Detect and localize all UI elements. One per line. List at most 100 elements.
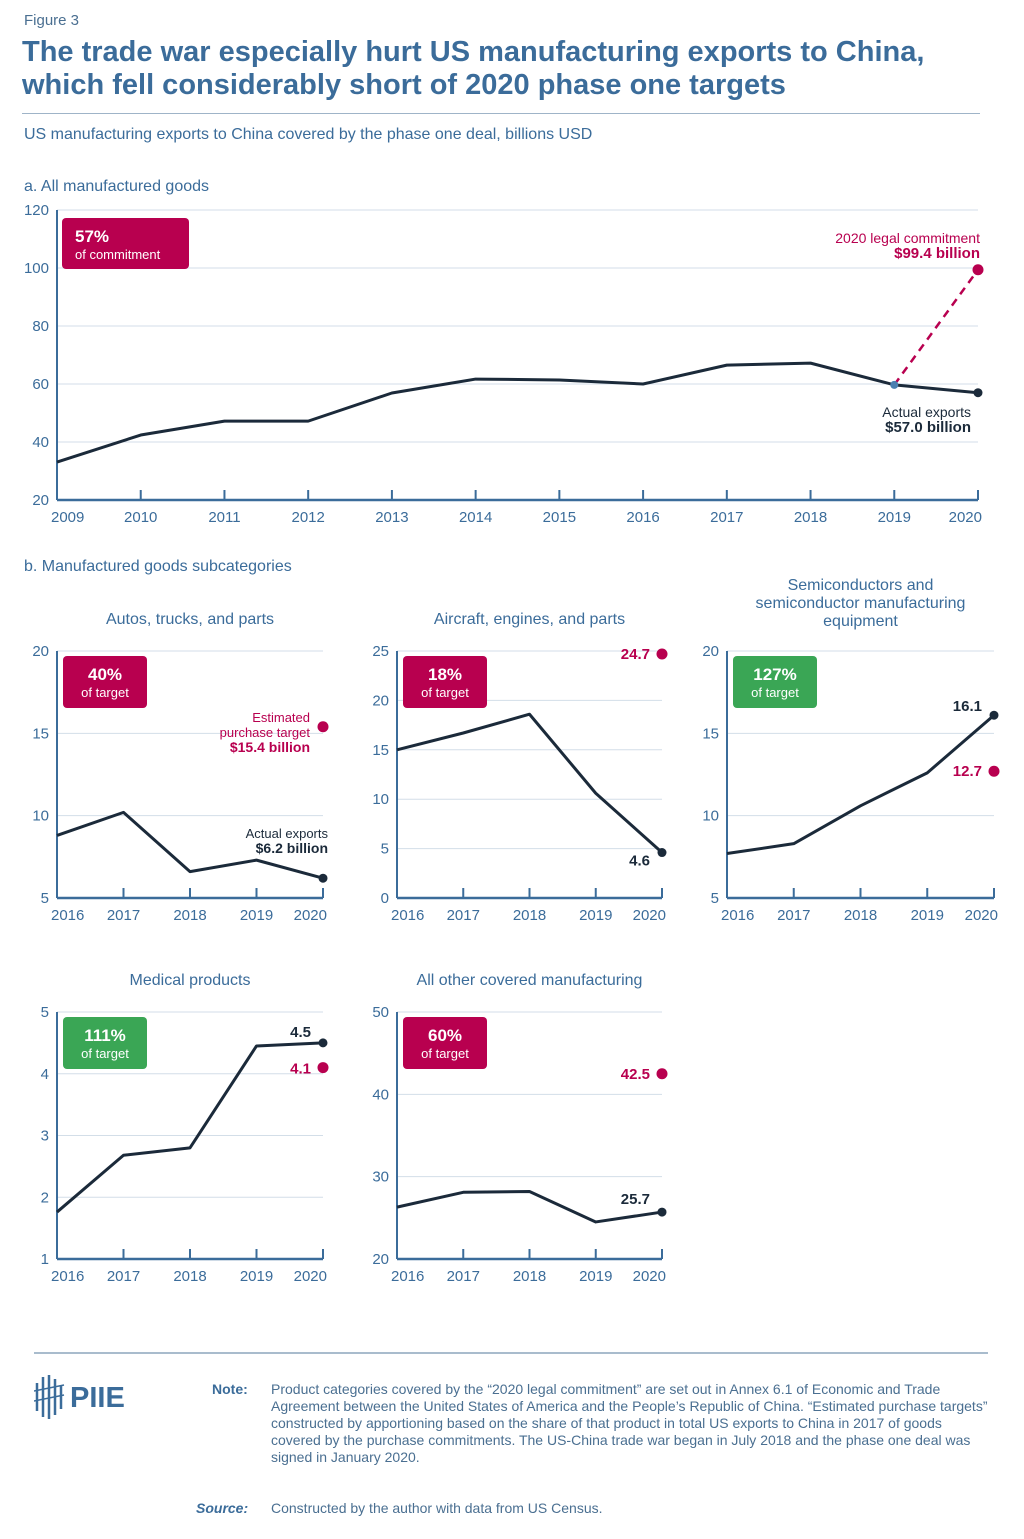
x-tick-label: 2020 xyxy=(294,907,327,924)
target-value: $99.4 billion xyxy=(894,245,980,262)
figure-subtitle: US manufacturing exports to China covere… xyxy=(24,126,593,143)
figure-label: Figure 3 xyxy=(24,12,80,29)
x-tick-label: 2018 xyxy=(513,907,546,924)
x-tick-label: 2018 xyxy=(513,1268,546,1285)
chart-title: Autos, trucks, and parts xyxy=(106,611,274,628)
badge xyxy=(63,1017,147,1069)
y-tick-label: 20 xyxy=(372,1251,389,1268)
y-tick-label: 50 xyxy=(372,1004,389,1021)
y-tick-label: 30 xyxy=(372,1169,389,1186)
start-point xyxy=(890,380,899,389)
source-text: Constructed by the author with data from… xyxy=(271,1500,603,1516)
x-tick-label: 2020 xyxy=(965,907,998,924)
target-point xyxy=(317,721,329,733)
y-tick-label: 5 xyxy=(711,890,719,907)
y-tick-label: 3 xyxy=(41,1128,49,1145)
x-tick-label: 2019 xyxy=(240,1268,273,1285)
actual-value: $57.0 billion xyxy=(885,419,971,436)
x-tick-label: 2010 xyxy=(124,509,157,526)
x-tick-label: 2018 xyxy=(794,509,827,526)
x-tick-label: 2017 xyxy=(107,1268,140,1285)
badge-label: of target xyxy=(421,1046,469,1061)
x-tick-label: 2020 xyxy=(633,1268,666,1285)
x-tick-label: 2019 xyxy=(240,907,273,924)
target-point xyxy=(972,264,984,276)
x-tick-label: 2013 xyxy=(375,509,408,526)
x-tick-label: 2019 xyxy=(911,907,944,924)
chart-title: Semiconductors and xyxy=(788,577,934,594)
target-label: purchase target xyxy=(220,725,311,740)
y-tick-label: 80 xyxy=(32,318,49,335)
figure-title: The trade war especially hurt US manufac… xyxy=(22,36,925,101)
x-tick-label: 2017 xyxy=(107,907,140,924)
x-tick-label: 2011 xyxy=(208,509,240,526)
actual-endpoint xyxy=(973,388,983,398)
y-tick-label: 40 xyxy=(372,1086,389,1103)
x-tick-label: 2020 xyxy=(633,907,666,924)
actual-exports-line xyxy=(56,361,979,464)
actual-value: $6.2 billion xyxy=(256,840,328,856)
badge xyxy=(63,656,147,708)
actual-value: 4.6 xyxy=(629,853,650,870)
y-tick-label: 20 xyxy=(32,492,49,509)
badge-value: 57% xyxy=(75,227,109,246)
target-value: 42.5 xyxy=(621,1066,650,1083)
actual-exports-line xyxy=(726,714,995,856)
actual-endpoint xyxy=(318,1038,328,1048)
note-label: Note: xyxy=(212,1381,248,1397)
badge-label: of target xyxy=(751,685,799,700)
target-point xyxy=(656,648,668,660)
x-tick-label: 2016 xyxy=(721,907,754,924)
actual-value: 25.7 xyxy=(621,1191,650,1208)
x-tick-label: 2016 xyxy=(391,1268,424,1285)
y-tick-label: 20 xyxy=(372,692,389,709)
badge-label: of target xyxy=(81,1046,129,1061)
chart-title: Medical products xyxy=(130,972,251,989)
x-tick-label: 2012 xyxy=(291,509,324,526)
chart-title: semiconductor manufacturing xyxy=(756,595,966,612)
y-tick-label: 15 xyxy=(372,742,389,759)
y-tick-label: 10 xyxy=(32,808,49,825)
x-tick-label: 2020 xyxy=(294,1268,327,1285)
x-tick-label: 2014 xyxy=(459,509,492,526)
y-tick-label: 120 xyxy=(24,202,49,219)
svg-text:PIIE: PIIE xyxy=(70,1382,125,1414)
actual-endpoint xyxy=(989,710,999,720)
actual-endpoint xyxy=(657,1207,667,1217)
actual-exports-line xyxy=(396,712,664,854)
x-tick-label: 2018 xyxy=(173,1268,206,1285)
y-tick-label: 1 xyxy=(41,1251,49,1268)
badge xyxy=(62,218,189,269)
x-tick-label: 2016 xyxy=(626,509,659,526)
target-value: 12.7 xyxy=(953,763,982,780)
badge xyxy=(403,1017,487,1069)
x-tick-label: 2016 xyxy=(51,907,84,924)
badge-value: 111% xyxy=(84,1026,126,1045)
x-tick-label: 2019 xyxy=(878,509,911,526)
actual-value: 4.5 xyxy=(290,1024,311,1041)
target-point xyxy=(988,765,1000,777)
x-tick-label: 2018 xyxy=(844,907,877,924)
y-tick-label: 15 xyxy=(702,725,719,742)
badge xyxy=(733,656,817,708)
y-tick-label: 20 xyxy=(32,643,49,660)
x-tick-label: 2017 xyxy=(447,1268,480,1285)
actual-label: Actual exports xyxy=(246,826,329,841)
x-tick-label: 2017 xyxy=(777,907,810,924)
x-tick-label: 2017 xyxy=(710,509,743,526)
piie-logo: PIIE xyxy=(34,1375,125,1419)
y-tick-label: 0 xyxy=(381,890,389,907)
actual-value: 16.1 xyxy=(953,698,982,715)
section-b-heading: b. Manufactured goods subcategories xyxy=(24,558,292,575)
target-value: $15.4 billion xyxy=(230,739,310,755)
badge-value: 60% xyxy=(428,1026,462,1045)
chart-title: All other covered manufacturing xyxy=(417,972,643,989)
target-label: Estimated xyxy=(252,710,310,725)
y-tick-label: 10 xyxy=(702,808,719,825)
x-tick-label: 2020 xyxy=(949,509,982,526)
x-tick-label: 2018 xyxy=(173,907,206,924)
x-tick-label: 2019 xyxy=(579,1268,612,1285)
x-tick-label: 2016 xyxy=(51,1268,84,1285)
